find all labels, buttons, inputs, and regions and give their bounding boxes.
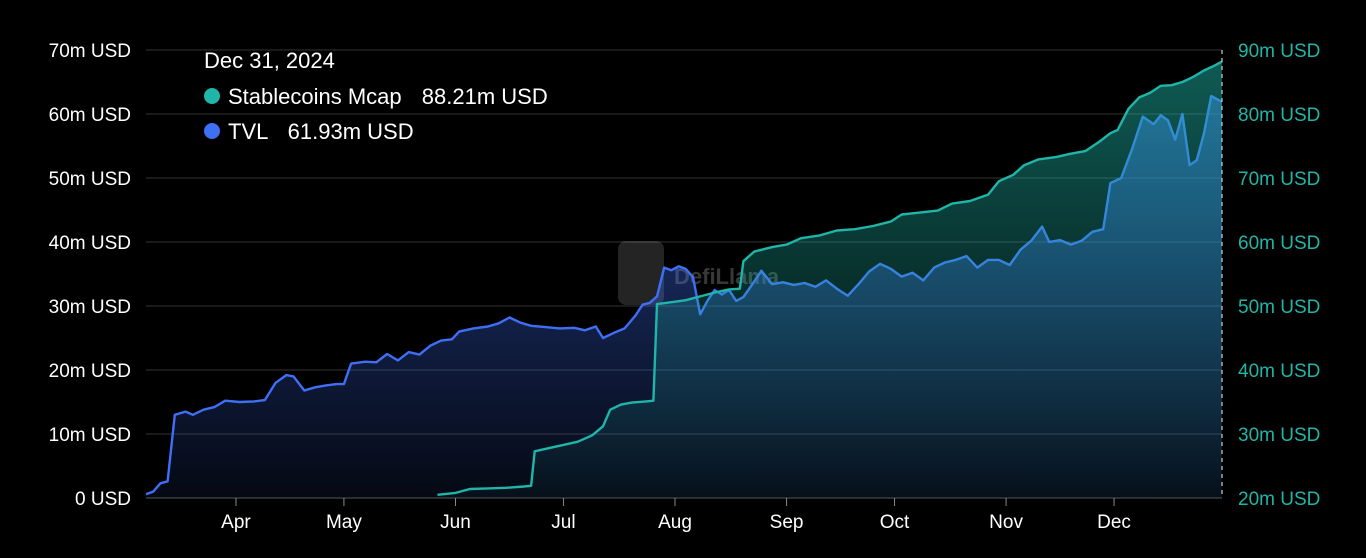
right-y-axis: 20m USD 30m USD 40m USD 50m USD 60m USD 70m U… xyxy=(1238,41,1320,510)
series-layer xyxy=(145,60,1223,498)
x-tick-label: Sep xyxy=(770,512,804,533)
legend-dot-stablecoins xyxy=(204,88,220,104)
x-tick-label: Nov xyxy=(989,512,1023,533)
right-tick-label: 70m USD xyxy=(1238,169,1320,190)
left-y-axis: 0 USD 10m USD 20m USD 30m USD 40m USD 50m USD… xyxy=(49,41,131,510)
left-tick-label: 10m USD xyxy=(49,425,131,446)
left-tick-label: 70m USD xyxy=(49,41,131,62)
right-tick-label: 80m USD xyxy=(1238,105,1320,126)
series-line-stablecoins[interactable] xyxy=(437,60,1223,496)
right-tick-label: 90m USD xyxy=(1238,41,1320,62)
tooltip-value-stablecoins: 88.21m USD xyxy=(422,84,548,109)
x-tick-label: Oct xyxy=(880,512,910,533)
tooltip-entry-tvl: TVL 61.93m USD xyxy=(228,119,414,144)
legend-dot-tvl xyxy=(204,123,220,139)
left-tick-label: 30m USD xyxy=(49,297,131,318)
x-tick-label: Dec xyxy=(1097,512,1131,533)
right-tick-label: 50m USD xyxy=(1238,297,1320,318)
left-tick-label: 60m USD xyxy=(49,105,131,126)
left-tick-label: 20m USD xyxy=(49,361,131,382)
left-tick-label: 0 USD xyxy=(75,489,131,510)
x-tick-label: Jun xyxy=(440,512,471,533)
right-tick-label: 60m USD xyxy=(1238,233,1320,254)
right-tick-label: 20m USD xyxy=(1238,489,1320,510)
tooltip-entry-stablecoins: Stablecoins Mcap 88.21m USD xyxy=(228,84,548,109)
right-tick-label: 30m USD xyxy=(1238,425,1320,446)
tooltip-date: Dec 31, 2024 xyxy=(204,48,335,73)
right-tick-label: 40m USD xyxy=(1238,361,1320,382)
left-tick-label: 50m USD xyxy=(49,169,131,190)
tooltip-value-tvl: 61.93m USD xyxy=(288,119,414,144)
tooltip-label-stablecoins: Stablecoins Mcap xyxy=(228,84,402,109)
x-tick-label: Apr xyxy=(221,512,251,533)
left-tick-label: 40m USD xyxy=(49,233,131,254)
x-tick-label: May xyxy=(326,512,362,533)
tooltip: Dec 31, 2024 Stablecoins Mcap 88.21m USD… xyxy=(204,48,548,144)
series-area-stablecoins xyxy=(437,61,1222,498)
x-tick-label: Jul xyxy=(551,512,575,533)
x-axis: Apr May Jun Jul Aug Sep Oct Nov Dec xyxy=(221,498,1131,533)
x-tick-label: Aug xyxy=(658,512,692,533)
tooltip-label-tvl: TVL xyxy=(228,119,268,144)
watermark-logo-icon xyxy=(618,241,664,305)
